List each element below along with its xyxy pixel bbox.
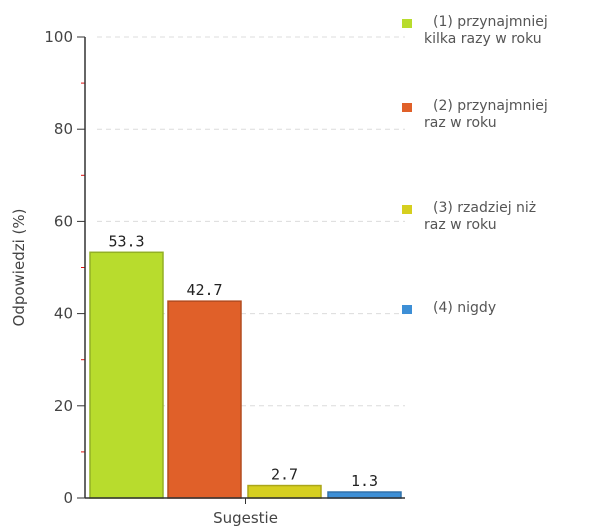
y-tick-label: 0: [63, 489, 73, 507]
bar: [247, 484, 322, 499]
legend-swatch: [402, 19, 412, 28]
legend-label-line: (4) nigdy: [433, 300, 497, 316]
bar: [327, 491, 402, 499]
y-tick-label: 40: [54, 305, 73, 323]
y-tick-label: 60: [54, 212, 73, 230]
bar-value-label: 1.3: [351, 472, 378, 490]
legend-label: (2) przynajmniej raz w roku: [424, 98, 602, 132]
x-axis-label: Sugestie: [213, 509, 278, 527]
y-tick-label: 80: [54, 120, 73, 138]
legend-label-line: (3) rzadziej niż: [433, 200, 537, 216]
legend-label-line: (2) przynajmniej: [433, 98, 548, 114]
bar: [89, 251, 164, 499]
y-tick-label: 100: [44, 28, 73, 46]
legend-label: (1) przynajmniej kilka razy w roku: [424, 14, 602, 48]
legend-label-line: raz w roku: [424, 115, 497, 131]
legend-swatch: [402, 205, 412, 214]
bar-value-label: 42.7: [186, 281, 222, 299]
legend-label: (4) nigdy: [424, 300, 602, 317]
legend-label-line: (1) przynajmniej: [433, 14, 548, 30]
legend-label-line: kilka razy w roku: [424, 31, 542, 47]
bar: [167, 300, 242, 499]
bar-value-label: 53.3: [108, 232, 144, 250]
legend-swatch: [402, 305, 412, 314]
y-axis-label: Odpowiedzi (%): [10, 209, 28, 327]
y-tick-label: 20: [54, 397, 73, 415]
legend-swatch: [402, 103, 412, 112]
legend-label: (3) rzadziej niż raz w roku: [424, 200, 602, 234]
legend-label-line: raz w roku: [424, 217, 497, 233]
bar-value-label: 2.7: [271, 466, 298, 484]
